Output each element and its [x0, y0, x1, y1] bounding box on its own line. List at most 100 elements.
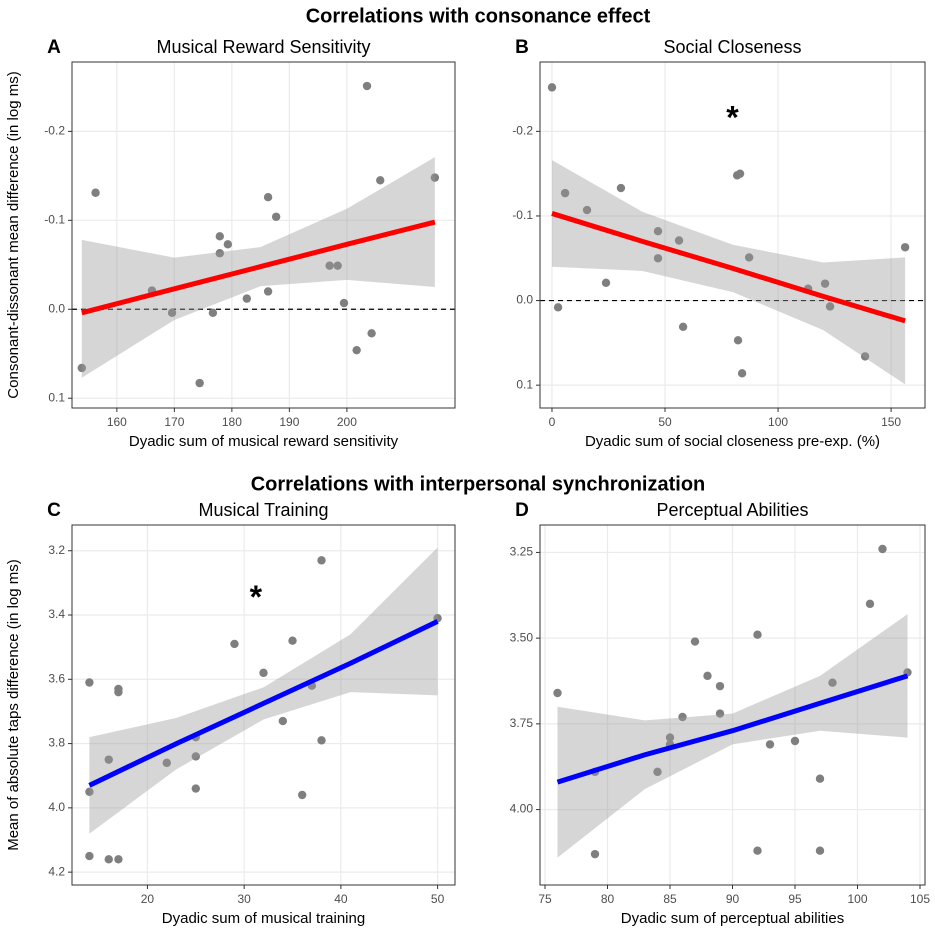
data-point [215, 232, 224, 241]
data-point [114, 687, 123, 697]
x-tick-label: 75 [538, 892, 552, 906]
panel-letter: B [515, 37, 529, 58]
panel-title: Social Closeness [663, 37, 801, 57]
panel-title: Perceptual Abilities [656, 500, 808, 520]
confidence-band [89, 547, 438, 834]
data-point [91, 188, 100, 197]
y-tick-label: 0.0 [48, 301, 65, 315]
data-point [263, 287, 273, 296]
panel-title: Musical Training [198, 500, 328, 520]
data-point [352, 345, 361, 355]
y-tick-label: 4.0 [48, 800, 65, 814]
data-point [653, 767, 662, 777]
data-point [325, 261, 334, 270]
data-point [167, 308, 177, 318]
fit-line [551, 211, 906, 324]
data-point [860, 352, 870, 361]
data-point [765, 740, 775, 749]
x-tick-label: 50 [431, 892, 445, 906]
data-point [195, 378, 204, 388]
data-point [104, 855, 113, 864]
x-tick-label: 200 [337, 415, 357, 429]
x-tick-label: 150 [881, 415, 901, 429]
data-point [208, 308, 218, 318]
y-tick-label: -0.1 [44, 212, 65, 226]
fit-line [81, 219, 436, 316]
data-point [674, 236, 684, 245]
data-point [553, 303, 563, 312]
confidence-band [551, 160, 906, 385]
data-point [271, 212, 281, 221]
data-point [878, 544, 887, 554]
data-point [690, 637, 700, 646]
data-point [85, 851, 94, 861]
data-point [547, 83, 557, 92]
y-tick-label: 3.6 [48, 671, 65, 685]
data-point [278, 716, 288, 726]
data-point [191, 784, 200, 793]
plot-border [539, 61, 926, 409]
confidence-band [557, 614, 908, 858]
data-point [191, 752, 200, 761]
data-point [825, 302, 835, 311]
heading: Correlations with consonance effect [306, 5, 651, 27]
y-tick-label: 0.1 [516, 377, 533, 391]
x-tick-label: 50 [658, 415, 672, 429]
annotation: * [250, 579, 263, 615]
plot-border [71, 524, 456, 886]
data-point [215, 249, 224, 258]
x-tick-label: 85 [663, 892, 677, 906]
data-point [815, 846, 825, 855]
data-point [77, 363, 86, 373]
panel-letter: A [47, 37, 61, 58]
plot-border [539, 524, 926, 886]
x-axis-label: Dyadic sum of musical reward sensitivity [129, 433, 399, 450]
x-tick-label: 100 [847, 892, 867, 906]
data-point [865, 599, 875, 609]
y-tick-label: 3.2 [48, 543, 65, 557]
y-tick-label: 4.2 [48, 864, 65, 878]
fit-line [88, 619, 439, 788]
data-point [753, 630, 762, 639]
panel-letter: D [515, 500, 529, 521]
data-point [560, 188, 570, 198]
x-tick-label: 40 [334, 892, 348, 906]
y-tick-label: 3.4 [48, 607, 65, 621]
plot-background [540, 62, 925, 408]
x-tick-label: 0 [549, 415, 556, 429]
y-tick-label: 3.50 [510, 630, 534, 644]
data-point [753, 846, 762, 855]
data-point [430, 173, 440, 182]
data-point [333, 261, 342, 270]
y-tick-label: 3.25 [510, 545, 534, 559]
data-point [223, 240, 233, 249]
x-tick-label: 105 [910, 892, 930, 906]
data-point [820, 279, 830, 288]
data-point [653, 226, 663, 236]
y-tick-label: 3.8 [48, 736, 65, 750]
data-point [815, 774, 825, 783]
y-axis-label: Mean of absolute taps difference (in log… [5, 559, 22, 851]
data-point [582, 205, 592, 215]
data-point [715, 681, 725, 691]
data-point [744, 253, 754, 262]
data-point [703, 671, 712, 681]
data-point [297, 790, 307, 800]
data-point [263, 192, 273, 202]
x-tick-label: 170 [164, 415, 184, 429]
data-point [242, 294, 252, 303]
data-point [162, 758, 171, 768]
data-point [259, 668, 268, 678]
x-tick-label: 100 [768, 415, 788, 429]
data-point [317, 556, 326, 565]
data-point [790, 736, 800, 746]
data-point [735, 169, 745, 178]
x-tick-label: 190 [279, 415, 299, 429]
panel-title: Musical Reward Sensitivity [156, 37, 370, 57]
data-point [230, 639, 239, 649]
data-point [616, 183, 626, 193]
data-point [114, 855, 123, 864]
data-point [715, 709, 725, 718]
data-point [590, 849, 600, 859]
